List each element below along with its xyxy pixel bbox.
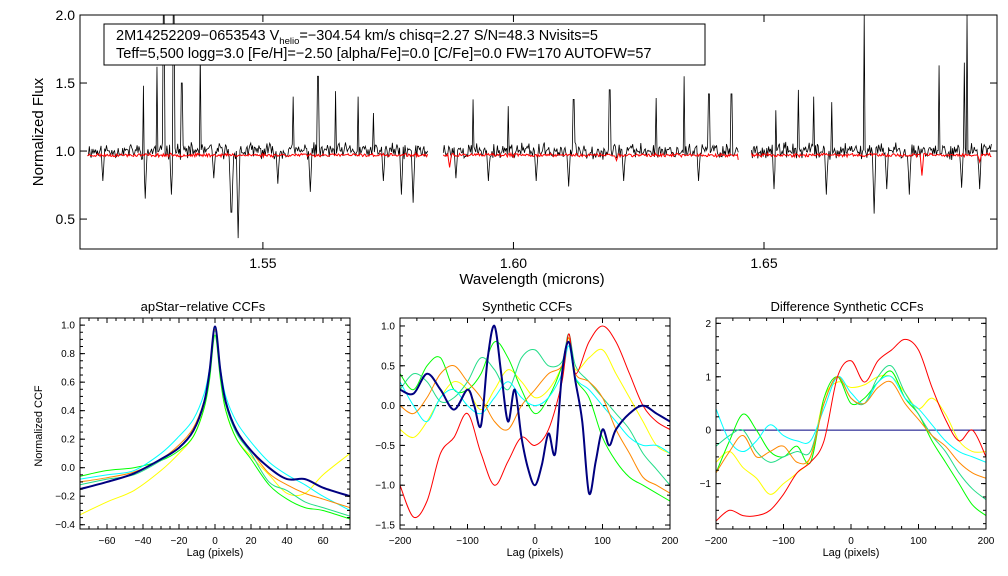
difference-ccf-panel: Difference Synthetic CCFs −200 −100 0 100 20…: [700, 299, 995, 559]
info-line-2: Teff=5,500 logg=3.0 [Fe/H]=−2.50 [alpha/…: [116, 46, 651, 62]
synthetic-ccf-y-tick-label: 0.5: [381, 361, 395, 372]
spectrum-observed-segment-1: [87, 15, 428, 239]
synthetic-ccf-y-tick-label: −0.5: [375, 441, 395, 452]
apstar-ccf-y-axis-label: Normalized CCF: [33, 385, 45, 467]
difference-ccf-y-tick-label: −1: [700, 479, 712, 490]
spectrum-x-tick-label: 1.60: [500, 255, 527, 271]
difference-ccf-x-tick-label: 0: [848, 536, 854, 547]
synthetic-ccf-visit-5-line: [400, 337, 670, 494]
apstar-ccf-x-tick-label: 0: [212, 536, 218, 547]
synthetic-ccf-x-tick-label: 100: [594, 536, 611, 547]
spectrum-series: [87, 15, 992, 239]
apstar-ccf-x-axis-label: Lag (pixels): [187, 547, 244, 559]
spectrum-x-tick-label: 1.65: [750, 255, 777, 271]
synthetic-ccf-x-tick-label: 0: [532, 536, 538, 547]
difference-ccf-visit-5-line: [716, 376, 986, 479]
info-line-1-subscript: helio: [279, 36, 299, 47]
synthetic-ccf-x-tick-label: 200: [662, 536, 679, 547]
synthetic-ccf-combined-line: [400, 324, 670, 496]
difference-ccf-x-tick-label: −100: [772, 536, 795, 547]
apstar-ccf-x-tick-label: −40: [135, 536, 152, 547]
info-box-frame: [103, 23, 706, 66]
spectrum-y-tick-label: 2.0: [56, 7, 76, 23]
apstar-ccf-plot-area: [80, 325, 350, 520]
difference-ccf-x-tick-label: −200: [705, 536, 728, 547]
synthetic-ccf-axes: −200 −100 0 100 200 −1.5 −1.0 −0.5 0.0 0.5 1.0: [375, 318, 679, 547]
apstar-ccf-panel: apStar−relative CCFs −60 −40 −20 0 20 40 60 −0.…: [33, 299, 351, 559]
difference-ccf-visit-1-line: [716, 374, 986, 495]
spectrum-model-segment-3: [750, 152, 992, 176]
apstar-ccf-x-tick-label: 20: [245, 536, 257, 547]
difference-ccf-visit-2-line: [716, 370, 986, 517]
difference-ccf-x-axis-label: Lag (pixels): [823, 547, 880, 559]
synthetic-ccf-x-axis-label: Lag (pixels): [507, 547, 564, 559]
difference-ccf-y-tick-label: 1: [705, 372, 711, 383]
synthetic-ccf-x-tick-label: −100: [456, 536, 479, 547]
spectrum-info-box: 2M14252209−0653543 Vhelio=−304.54 km/s c…: [103, 23, 706, 66]
synthetic-ccf-y-tick-label: −1.5: [375, 521, 395, 532]
apstar-ccf-y-tick-label: −0.4: [55, 520, 75, 531]
spectrum-x-tick-label: 1.55: [249, 255, 276, 271]
info-line-1-rest: =−304.54 km/s chisq=2.27 S/N=48.3 Nvisit…: [299, 28, 598, 44]
apstar-ccf-combined-line: [80, 325, 350, 498]
apstar-ccf-y-tick-label: −0.2: [55, 492, 75, 503]
synthetic-ccf-visit-1-line: [400, 337, 670, 454]
difference-ccf-visit-4-line: [716, 375, 986, 463]
spectrum-x-axis-label: Wavelength (microns): [459, 271, 604, 288]
synthetic-ccf-visit-2-line: [400, 337, 670, 502]
apstar-ccf-x-tick-label: −60: [99, 536, 116, 547]
synthetic-ccf-y-tick-label: 0.0: [381, 401, 395, 412]
apstar-ccf-x-tick-label: 60: [317, 536, 329, 547]
apstar-ccf-y-tick-label: 0.4: [61, 406, 75, 417]
synthetic-ccf-title: Synthetic CCFs: [482, 299, 573, 314]
spectrum-model-segment-1: [87, 151, 429, 159]
apstar-ccf-title: apStar−relative CCFs: [141, 299, 266, 314]
synthetic-ccf-plot-area: [400, 324, 670, 519]
spectrum-y-tick-label: 0.5: [56, 211, 76, 227]
apstar-ccf-x-tick-label: 40: [281, 536, 293, 547]
spectrum-observed-segment-3: [751, 15, 992, 214]
apstar-ccf-series: [80, 325, 350, 520]
spectrum-plot-area: [87, 15, 992, 239]
apstar-ccf-y-tick-label: 0.2: [61, 435, 75, 446]
difference-ccf-visit-6-line: [716, 338, 986, 522]
difference-ccf-x-tick-label: 200: [978, 536, 995, 547]
apstar-ccf-x-tick-label: −20: [171, 536, 188, 547]
spectrum-y-tick-label: 1.5: [56, 75, 76, 91]
difference-ccf-y-tick-label: 0: [705, 426, 711, 437]
difference-ccf-axes: −200 −100 0 100 200 −1 0 1 2: [700, 318, 995, 547]
apstar-ccf-y-tick-label: 0.8: [61, 349, 75, 360]
apstar-ccf-y-tick-label: 0.0: [61, 463, 75, 474]
synthetic-ccf-series: [400, 324, 670, 519]
spectrum-y-axis-label: Normalized Flux: [30, 77, 47, 186]
synthetic-ccf-visit-6-line: [400, 325, 670, 519]
difference-ccf-series: [716, 338, 986, 522]
spectrum-model-segment-2: [442, 151, 739, 168]
spectrum-y-tick-label: 1.0: [56, 143, 76, 159]
difference-ccf-x-tick-label: 100: [910, 536, 927, 547]
difference-ccf-y-tick-label: 2: [705, 319, 711, 330]
synthetic-ccf-visit-4-line: [400, 345, 670, 454]
synthetic-ccf-y-tick-label: 1.0: [381, 321, 395, 332]
apstar-ccf-y-tick-label: 0.6: [61, 378, 75, 389]
synthetic-ccf-panel: Synthetic CCFs −200 −100 0 100 200 −1.5 −1.0 −0…: [375, 299, 679, 559]
synthetic-ccf-y-tick-label: −1.0: [375, 481, 395, 492]
spectrum-axes: 1.55 1.60 1.65 0.5 1.0 1.5 2.0: [56, 7, 997, 271]
spectrum-panel: 1.55 1.60 1.65 0.5 1.0 1.5 2.0 2M14252209−0653…: [30, 7, 998, 288]
info-line-1: 2M14252209−0653543 Vhelio=−304.54 km/s c…: [116, 28, 598, 47]
difference-ccf-plot-area: [716, 338, 986, 522]
synthetic-ccf-x-tick-label: −200: [389, 536, 412, 547]
apstar-ccf-axes: −60 −40 −20 0 20 40 60 −0.4 −0.2 0.0 0.2 0.4 0.6 0.8 1…: [55, 318, 351, 547]
spectrum-plot-frame: [79, 14, 998, 250]
apstar-ccf-y-tick-label: 1.0: [61, 321, 75, 332]
info-line-1-star: 2M14252209−0653543 V: [116, 28, 280, 44]
difference-ccf-title: Difference Synthetic CCFs: [771, 299, 924, 314]
